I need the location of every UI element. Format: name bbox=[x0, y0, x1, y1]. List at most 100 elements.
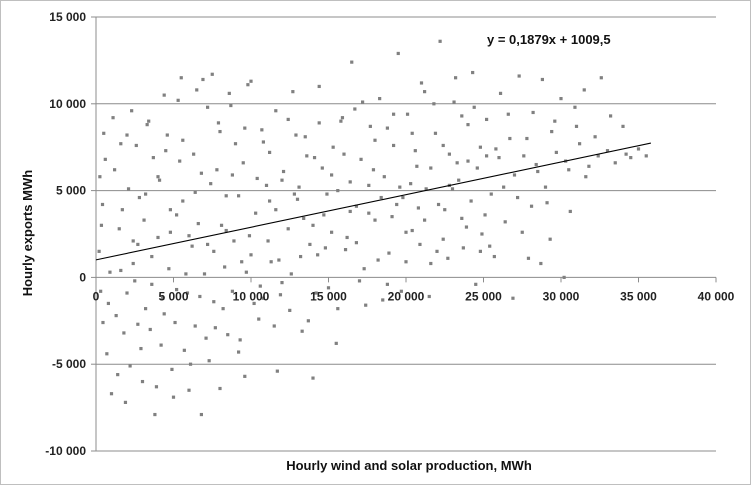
data-point bbox=[385, 126, 389, 130]
data-point bbox=[291, 90, 295, 94]
data-point bbox=[436, 202, 441, 207]
data-point bbox=[573, 105, 577, 109]
data-point bbox=[516, 195, 520, 200]
data-point bbox=[526, 256, 531, 260]
data-point bbox=[108, 270, 112, 274]
data-point bbox=[105, 352, 109, 356]
data-point bbox=[483, 213, 487, 217]
data-point bbox=[199, 171, 203, 175]
data-point bbox=[502, 185, 506, 189]
data-point bbox=[173, 320, 177, 325]
data-point bbox=[364, 303, 368, 307]
data-point bbox=[122, 331, 126, 335]
data-point bbox=[289, 272, 293, 276]
data-point bbox=[478, 249, 482, 253]
data-point bbox=[427, 294, 431, 299]
data-point bbox=[266, 239, 270, 243]
data-point bbox=[185, 291, 190, 295]
data-point bbox=[281, 169, 286, 174]
data-point bbox=[621, 124, 625, 128]
trendline bbox=[95, 142, 652, 261]
data-point bbox=[162, 312, 166, 316]
scatter-points bbox=[97, 39, 648, 417]
data-point bbox=[550, 129, 554, 134]
data-point bbox=[326, 286, 331, 290]
data-point bbox=[243, 126, 247, 130]
data-point bbox=[134, 143, 138, 148]
data-point bbox=[520, 230, 524, 234]
data-point bbox=[117, 227, 121, 231]
data-point bbox=[587, 164, 591, 168]
data-point bbox=[469, 199, 473, 203]
data-point bbox=[261, 296, 265, 300]
data-point bbox=[280, 178, 284, 182]
data-point bbox=[320, 166, 324, 170]
data-point bbox=[322, 213, 326, 217]
y-tick-label-1: -5 000 bbox=[52, 357, 86, 371]
data-point bbox=[373, 218, 377, 222]
data-point bbox=[140, 379, 145, 384]
data-point bbox=[227, 91, 231, 95]
data-point bbox=[368, 124, 372, 128]
data-point bbox=[147, 119, 151, 123]
data-point bbox=[367, 211, 371, 215]
data-point bbox=[201, 77, 205, 82]
data-point bbox=[139, 346, 143, 351]
data-point bbox=[548, 237, 552, 241]
data-point bbox=[624, 152, 628, 156]
data-point bbox=[336, 189, 340, 193]
x-tick-label-4: 20 000 bbox=[388, 289, 425, 303]
data-point bbox=[488, 244, 492, 248]
data-point bbox=[317, 121, 321, 125]
data-point bbox=[187, 388, 191, 392]
x-axis-title: Hourly wind and solar production, MWh bbox=[286, 458, 532, 473]
data-point bbox=[219, 223, 224, 227]
data-point bbox=[536, 169, 540, 174]
data-point bbox=[410, 228, 414, 233]
data-point bbox=[154, 385, 159, 389]
data-point bbox=[367, 183, 371, 187]
data-point bbox=[230, 173, 234, 177]
data-point bbox=[151, 156, 155, 160]
data-point bbox=[485, 117, 489, 122]
data-point bbox=[171, 395, 176, 399]
data-point bbox=[125, 133, 129, 137]
data-point bbox=[97, 249, 101, 253]
data-point bbox=[224, 194, 228, 198]
data-point bbox=[353, 107, 357, 111]
data-point bbox=[410, 131, 414, 135]
data-point bbox=[109, 392, 114, 396]
data-point bbox=[554, 150, 558, 155]
axes bbox=[91, 16, 717, 452]
data-point bbox=[373, 138, 377, 142]
data-point bbox=[545, 201, 549, 205]
data-point bbox=[144, 307, 148, 311]
data-point bbox=[221, 307, 225, 311]
data-point bbox=[269, 260, 273, 264]
data-point bbox=[404, 230, 408, 234]
data-point bbox=[599, 76, 603, 80]
data-point bbox=[148, 327, 152, 332]
data-point bbox=[376, 258, 380, 262]
data-point bbox=[454, 76, 458, 80]
x-tick-label-7: 35 000 bbox=[620, 289, 657, 303]
data-point bbox=[443, 208, 447, 212]
data-point bbox=[413, 149, 417, 153]
trendline-equation: y = 0,1879x + 1009,5 bbox=[487, 32, 611, 47]
data-point bbox=[613, 161, 617, 165]
data-point bbox=[584, 175, 588, 179]
data-point bbox=[230, 289, 234, 293]
data-point bbox=[330, 173, 334, 177]
data-point bbox=[277, 258, 281, 262]
data-point bbox=[339, 119, 343, 123]
data-point bbox=[142, 218, 146, 222]
data-point bbox=[252, 301, 256, 306]
data-point bbox=[199, 412, 203, 417]
data-point bbox=[506, 112, 510, 116]
data-point bbox=[241, 161, 245, 165]
data-point bbox=[240, 260, 244, 264]
data-point bbox=[387, 251, 391, 255]
data-point bbox=[433, 131, 438, 135]
data-point bbox=[529, 204, 534, 208]
